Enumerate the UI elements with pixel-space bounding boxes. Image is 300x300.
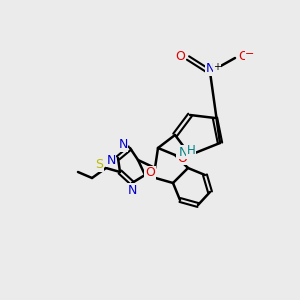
Text: N: N — [205, 62, 215, 76]
Text: O: O — [175, 50, 185, 62]
Text: O: O — [238, 50, 248, 62]
Text: O: O — [145, 167, 155, 179]
Text: H: H — [187, 145, 195, 158]
Text: −: − — [245, 49, 255, 59]
Text: N: N — [178, 146, 188, 158]
Text: N: N — [118, 139, 128, 152]
Text: O: O — [177, 152, 187, 164]
Text: S: S — [95, 158, 103, 172]
Text: N: N — [127, 184, 137, 196]
Text: +: + — [213, 62, 221, 72]
Text: N: N — [106, 154, 116, 166]
